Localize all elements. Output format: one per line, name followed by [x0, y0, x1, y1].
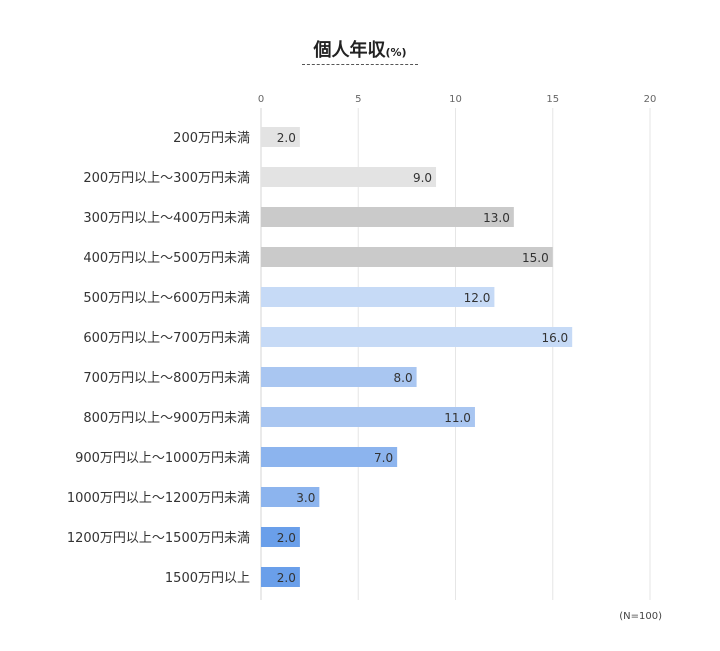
bar: [261, 487, 320, 507]
category-label: 500万円以上〜600万円未満: [83, 291, 250, 306]
chart-title-unit: (%): [385, 46, 407, 59]
bar: [261, 367, 417, 387]
bar: [261, 247, 553, 267]
data-label: 7.0: [374, 451, 393, 465]
title-underline: [302, 64, 418, 65]
data-label: 9.0: [413, 171, 432, 185]
bar: [261, 327, 573, 347]
data-label: 12.0: [464, 291, 491, 305]
category-label: 200万円未満: [173, 131, 250, 146]
chart-title-text: 個人年収: [313, 40, 386, 61]
bar: [261, 167, 437, 187]
category-label: 1000万円以上〜1200万円未満: [67, 491, 250, 506]
bar: [261, 127, 300, 147]
data-label: 11.0: [444, 411, 471, 425]
category-label: 300万円以上〜400万円未満: [83, 211, 250, 226]
data-label: 2.0: [277, 571, 296, 585]
x-tick-label: 0: [258, 94, 264, 105]
category-label: 700万円以上〜800万円未満: [83, 371, 250, 386]
data-label: 16.0: [541, 331, 568, 345]
category-label: 400万円以上〜500万円未満: [83, 251, 250, 266]
bar: [261, 407, 475, 427]
data-label: 8.0: [394, 371, 413, 385]
x-tick-label: 10: [449, 94, 462, 105]
category-label: 200万円以上〜300万円未満: [83, 171, 250, 186]
bar: [261, 287, 495, 307]
category-label: 600万円以上〜700万円未満: [83, 331, 250, 346]
x-tick-label: 5: [355, 94, 361, 105]
data-label: 3.0: [296, 491, 315, 505]
data-label: 13.0: [483, 211, 510, 225]
category-label: 800万円以上〜900万円未満: [83, 411, 250, 426]
bar: [261, 207, 514, 227]
data-label: 2.0: [277, 131, 296, 145]
chart-title: 個人年収(%): [0, 36, 720, 62]
bar: [261, 447, 398, 467]
x-tick-label: 20: [644, 94, 657, 105]
category-label: 1200万円以上〜1500万円未満: [67, 531, 250, 546]
data-label: 2.0: [277, 531, 296, 545]
category-label: 900万円以上〜1000万円未満: [75, 451, 250, 466]
x-tick-label: 15: [546, 94, 559, 105]
data-label: 15.0: [522, 251, 549, 265]
category-label: 1500万円以上: [165, 571, 250, 586]
sample-size-note: (N=100): [619, 611, 662, 622]
bar: [261, 567, 300, 587]
bar: [261, 527, 300, 547]
